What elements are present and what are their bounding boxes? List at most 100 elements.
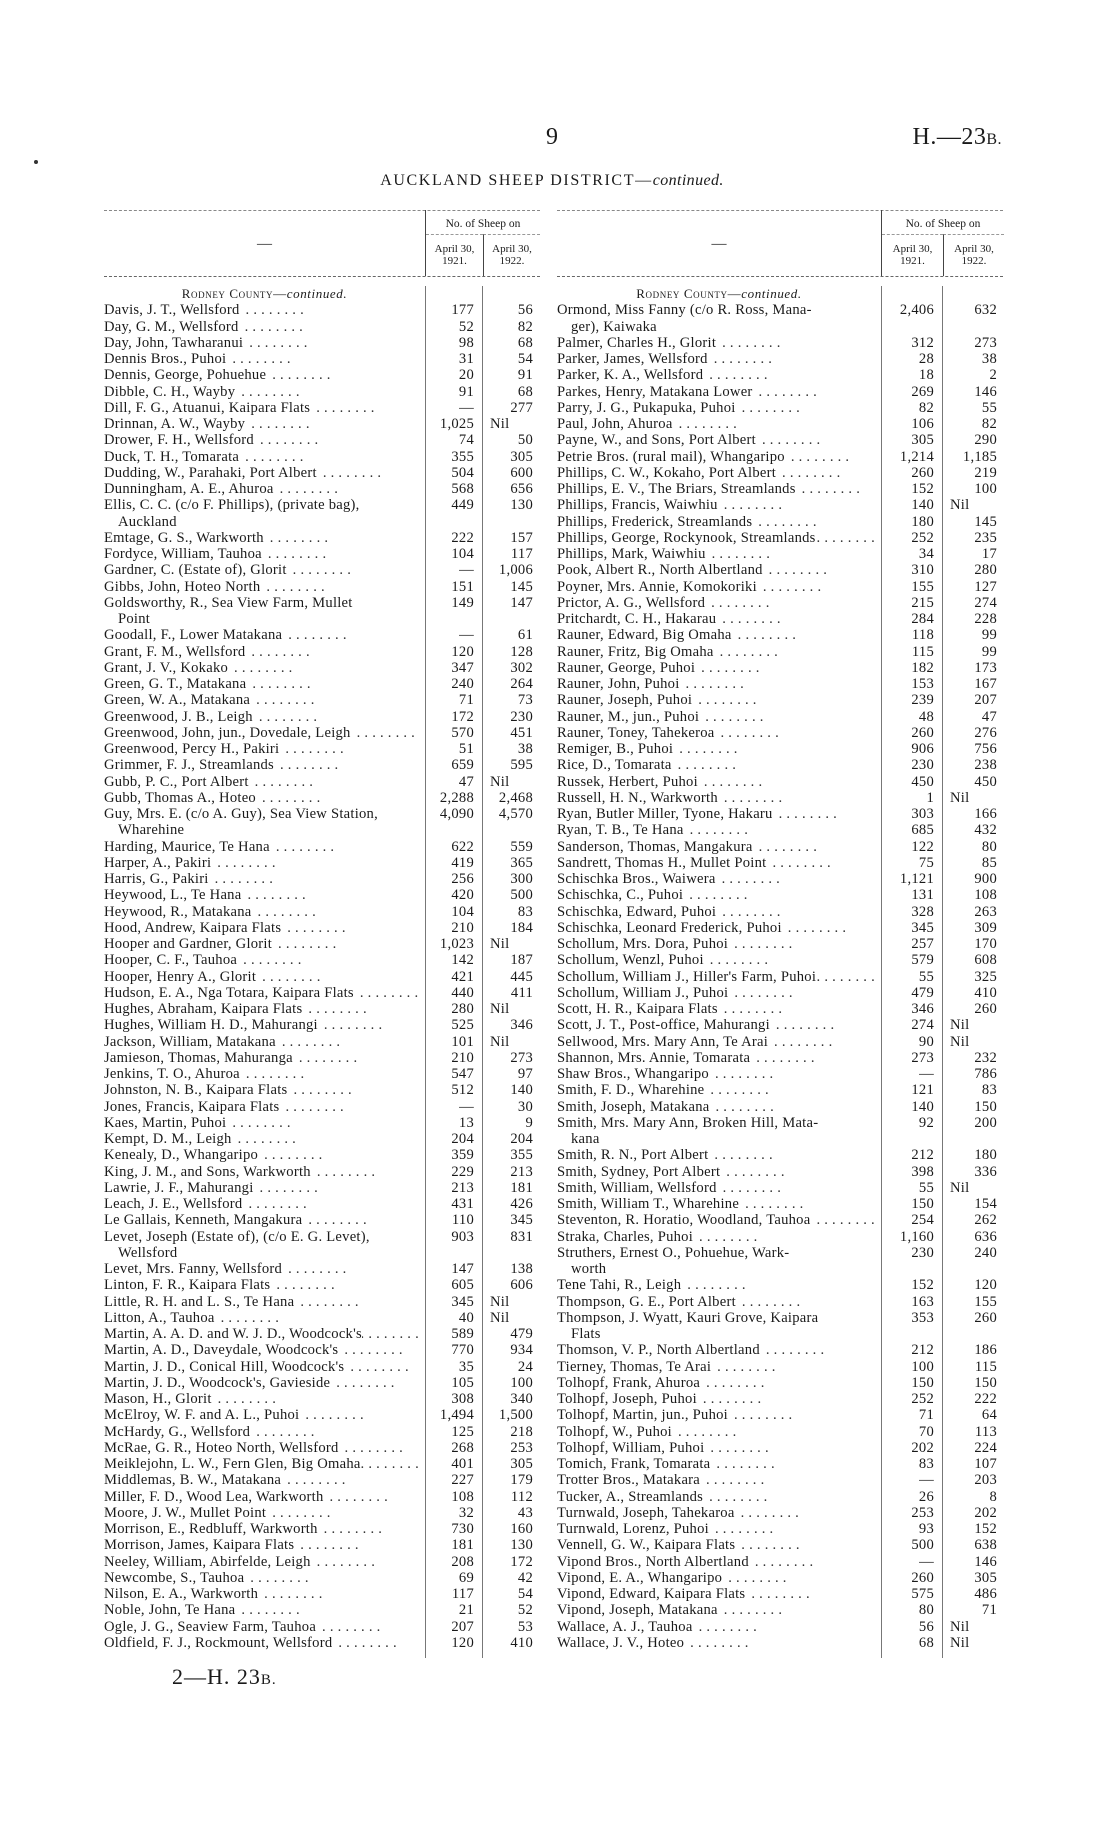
table-row: Ryan, T. B., Te Hana 685 432 (557, 822, 1003, 838)
dot-leader (782, 920, 875, 936)
sheep-1922: 218 (510, 1423, 533, 1440)
owner-cell: Phillips, Francis, Waiwhiu (557, 497, 875, 513)
sheep-1922: 150 (974, 1374, 997, 1391)
table-row: Green, W. A., Matakana 71 73 (104, 692, 540, 708)
owner-cell: Tolhopf, Frank, Ahuroa (557, 1375, 875, 1391)
owner-cell: Greenwood, Percy H., Pakiri (104, 741, 419, 757)
owner-cell: Smith, William T., Wharehine (557, 1196, 875, 1212)
owner-name: Rauner, John, Puhoi (557, 676, 680, 693)
dot-leader (311, 1164, 419, 1180)
owner-name: Duck, T. H., Tomarata (104, 448, 240, 465)
owner-cell: McElroy, W. F. and A. L., Puhoi (104, 1407, 419, 1423)
owner-name: Vipond, E. A., Whangaripo (557, 1569, 723, 1586)
sheep-1921: 82 (918, 399, 934, 416)
sheep-1922: 426 (510, 1196, 533, 1213)
table-row: Miller, F. D., Wood Lea, Warkworth 108 112 (104, 1489, 540, 1505)
dot-leader (311, 1554, 419, 1570)
sheep-1921: 131 (911, 887, 934, 904)
table-row: Newcombe, S., Tauhoa 69 42 (104, 1570, 540, 1586)
table-row: Grimmer, F. J., Streamlands 659 595 (104, 757, 540, 773)
sheep-1922: 1,500 (498, 1407, 533, 1424)
owner-cell: Goodall, F., Lower Matakana (104, 627, 419, 643)
owner-cell: Kaes, Martin, Puhoi (104, 1115, 419, 1131)
sheep-1922: 8 (989, 1488, 997, 1505)
owner-cell: Guy, Mrs. E. (c/o A. Guy), Sea View Stat… (104, 806, 419, 822)
sheep-1921: — (459, 399, 474, 416)
owner-name: Payne, W., and Sons, Port Albert (557, 432, 756, 449)
owner-name: Little, R. H. and L. S., Te Hana (104, 1293, 295, 1310)
table-row: Russek, Herbert, Puhoi 450 450 (557, 774, 1003, 790)
owner-name: Smith, William T., Wharehine (557, 1196, 740, 1213)
owner-name: Remiger, B., Puhoi (557, 741, 674, 758)
column-rule (425, 286, 426, 1658)
owner-name: Struthers, Ernest O., Pohuehue, Wark- (557, 1244, 790, 1261)
sheep-1921: 55 (918, 1179, 934, 1196)
dot-leader (722, 1570, 875, 1586)
owner-name: Sandrett, Thomas H., Mullet Point (557, 854, 767, 871)
owner-cell: Gardner, C. (Estate of), Glorit (104, 562, 419, 578)
owner-cell: Gubb, P. C., Port Albert (104, 774, 419, 790)
table-row: Palmer, Charles H., Glorit 312 273 (557, 335, 1003, 351)
sheep-1922: 91 (517, 367, 533, 384)
sheep-count-header-group: No. of Sheep on April 30, 1921. April 30, … (425, 210, 540, 276)
dot-leader (718, 790, 875, 806)
owner-name: Day, John, Tawharanui (104, 334, 244, 351)
dot-leader (703, 367, 875, 383)
owner-name: Russek, Herbert, Puhoi (557, 773, 698, 790)
dot-leader (260, 579, 419, 595)
table-row: Petrie Bros. (rural mail), Whangaripo 1,2… (557, 449, 1003, 465)
sheep-1921: 204 (451, 1131, 474, 1148)
owner-cell: Tolhopf, Joseph, Puhoi (557, 1391, 875, 1407)
dot-leader (294, 1537, 419, 1553)
owner-name: Kaes, Martin, Puhoi (104, 1114, 227, 1131)
table-row: Vennell, G. W., Kaipara Flats 500 638 (557, 1537, 1003, 1553)
table-row: King, J. M., and Sons, Warkworth 229 213 (104, 1164, 540, 1180)
owner-cell: Hughes, Abraham, Kaipara Flats (104, 1001, 419, 1017)
owner-cell: Leach, J. E., Wellsford (104, 1196, 419, 1212)
sheep-1921: 52 (458, 318, 474, 335)
owner-cell: Rauner, Joseph, Puhoi (557, 692, 875, 708)
sheep-1921: 56 (918, 1618, 934, 1635)
sheep-1921: 431 (451, 1196, 474, 1213)
table-row: Noble, John, Te Hana 21 52 (104, 1602, 540, 1618)
owner-name: Rauner, George, Puhoi (557, 659, 696, 676)
sheep-1921: 101 (451, 1033, 474, 1050)
table-row: Steventon, R. Horatio, Woodland, Tauhoa 2… (557, 1212, 1003, 1228)
dot-leader (276, 1034, 419, 1050)
owner-name: Ryan, T. B., Te Hana (557, 822, 684, 839)
owner-name: Schollum, William J., Hiller's Farm, Puh… (557, 968, 817, 985)
sheep-1921: 210 (451, 919, 474, 936)
table-row: Thompson, J. Wyatt, Kauri Grove, Kaipara… (557, 1310, 1003, 1343)
sheep-1921: 32 (458, 1504, 474, 1521)
owner-name-continued: kana (571, 1131, 600, 1148)
table-row: Kenealy, D., Whangaripo 359 355 (104, 1147, 540, 1163)
sheep-1922: 600 (510, 464, 533, 481)
table-row: Parry, J. G., Pukapuka, Puhoi 82 55 (557, 400, 1003, 416)
dot-leader (250, 692, 419, 708)
dot-leader (714, 644, 875, 660)
sheep-1922: 50 (517, 432, 533, 449)
table-row: Thomson, V. P., North Albertland 212 186 (557, 1342, 1003, 1358)
dot-leader (735, 1537, 875, 1553)
table-row: Struthers, Ernest O., Pohuehue, Wark-wor… (557, 1245, 1003, 1278)
owner-cell: Smith, R. N., Port Albert (557, 1147, 875, 1163)
dot-leader (716, 904, 875, 920)
sheep-1921: 213 (451, 1179, 474, 1196)
sheep-1922: 632 (974, 302, 997, 319)
table-row: Oldfield, F. J., Rockmount, Wellsford 120… (104, 1635, 540, 1651)
owner-cell: Rauner, M., jun., Puhoi (557, 709, 875, 725)
sheep-1921: 257 (911, 936, 934, 953)
owner-name: Smith, R. N., Port Albert (557, 1147, 709, 1164)
sheep-1922: 445 (510, 968, 533, 985)
table-row: Poyner, Mrs. Annie, Komokoriki 155 127 (557, 579, 1003, 595)
owner-cell: Rauner, John, Puhoi (557, 676, 875, 692)
sheep-1922: 500 (510, 887, 533, 904)
dot-leader (344, 1359, 419, 1375)
owner-name: Jackson, William, Matakana (104, 1033, 276, 1050)
dot-leader (209, 871, 419, 887)
sheep-1921: 149 (451, 594, 474, 611)
table-row: Tolhopf, W., Puhoi 70 113 (557, 1424, 1003, 1440)
dot-leader (732, 627, 875, 643)
sheep-1921: 419 (451, 854, 474, 871)
owner-cell: McRae, G. R., Hoteo North, Wellsford (104, 1440, 419, 1456)
